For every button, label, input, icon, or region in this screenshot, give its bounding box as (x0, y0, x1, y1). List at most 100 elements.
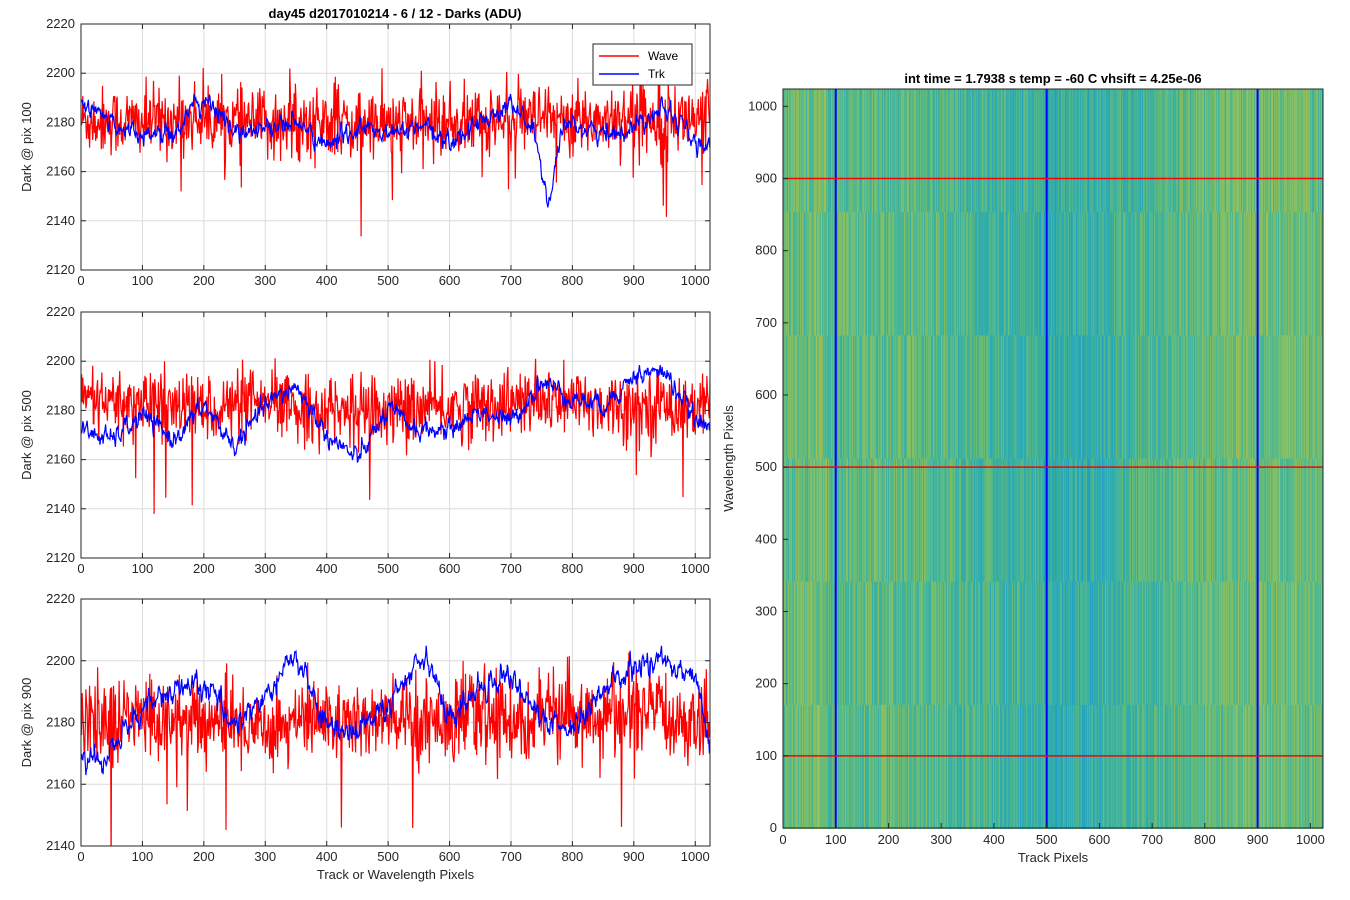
y-tick-label: 500 (755, 459, 777, 474)
heatmap-cell (1302, 458, 1304, 583)
heatmap-cell (922, 335, 924, 460)
heatmap-cell (830, 89, 832, 214)
heatmap-cell (820, 212, 822, 337)
heatmap-cell (898, 335, 900, 460)
heatmap-cell (941, 458, 943, 583)
heatmap-cell (875, 335, 877, 460)
heatmap-cell (1054, 458, 1056, 583)
heatmap-cell (1022, 212, 1024, 337)
heatmap-cell (1156, 458, 1158, 583)
heatmap-cell (957, 704, 959, 829)
heatmap-cell (828, 89, 830, 214)
heatmap-cell (1010, 581, 1012, 706)
heatmap-cell (1120, 581, 1122, 706)
heatmap-cell (1296, 89, 1298, 214)
heatmap-cell (856, 704, 858, 829)
heatmap-cell (1039, 335, 1041, 460)
heatmap-cell (1145, 335, 1147, 460)
heatmap-cell (1135, 581, 1137, 706)
heatmap-cell (1126, 458, 1128, 583)
heatmap-cell (1184, 335, 1186, 460)
heatmap-cell (1021, 212, 1023, 337)
heatmap-cell (839, 89, 841, 214)
heatmap-cell (813, 335, 815, 460)
heatmap-cell (1282, 458, 1284, 583)
heatmap-cell (1102, 581, 1104, 706)
heatmap-cell (1261, 89, 1263, 214)
heatmap-cell (857, 89, 859, 214)
heatmap-cell (1187, 212, 1189, 337)
heatmap-cell (912, 458, 914, 583)
heatmap-cell (1093, 89, 1095, 214)
heatmap-cell (851, 704, 853, 829)
heatmap-cell (1286, 581, 1288, 706)
heatmap-cell (986, 704, 988, 829)
heatmap-cell (880, 335, 882, 460)
heatmap-cell (1222, 458, 1224, 583)
heatmap-cell (968, 458, 970, 583)
heatmap-cell (1029, 581, 1031, 706)
heatmap-cell (787, 704, 789, 829)
heatmap-cell (1157, 212, 1159, 337)
heatmap-cell (1303, 704, 1305, 829)
heatmap-cell (860, 335, 862, 460)
heatmap-cell (1066, 89, 1068, 214)
heatmap-cell (838, 89, 840, 214)
heatmap-cell (1304, 89, 1306, 214)
heatmap-cell (934, 704, 936, 829)
heatmap-cell (891, 458, 893, 583)
heatmap-cell (874, 704, 876, 829)
heatmap-cell (1191, 89, 1193, 214)
heatmap-cell (918, 212, 920, 337)
heatmap-cell (934, 458, 936, 583)
heatmap-cell (852, 89, 854, 214)
heatmap-cell (1226, 335, 1228, 460)
heatmap-cell (1166, 704, 1168, 829)
heatmap-cell (1027, 704, 1029, 829)
heatmap-cell (1026, 335, 1028, 460)
heatmap-cell (900, 458, 902, 583)
heatmap-cell (940, 89, 942, 214)
heatmap-cell (1109, 704, 1111, 829)
heatmap-cell (1121, 335, 1123, 460)
heatmap-cell (784, 89, 786, 214)
heatmap-cell (877, 458, 879, 583)
heatmap-cell (934, 89, 936, 214)
heatmap-cell (888, 212, 890, 337)
y-tick-label: 600 (755, 387, 777, 402)
heatmap-cell (855, 89, 857, 214)
heatmap-cell (1245, 335, 1247, 460)
heatmap-cell (1178, 212, 1180, 337)
heatmap-cell (1056, 335, 1058, 460)
heatmap-cell (1219, 458, 1221, 583)
heatmap-cell (940, 212, 942, 337)
heatmap-cell (1306, 89, 1308, 214)
heatmap-cell (882, 458, 884, 583)
heatmap-cell (877, 212, 879, 337)
heatmap-cell (1237, 581, 1239, 706)
heatmap-cell (1298, 704, 1300, 829)
heatmap-cell (1195, 212, 1197, 337)
heatmap-cell (797, 581, 799, 706)
heatmap-cell (964, 335, 966, 460)
heatmap-cell (822, 704, 824, 829)
heatmap-cell (1284, 704, 1286, 829)
heatmap-cell (1194, 458, 1196, 583)
heatmap-cell (1255, 89, 1257, 214)
heatmap-cell (1194, 89, 1196, 214)
heatmap-cell (1001, 89, 1003, 214)
heatmap-cell (1218, 581, 1220, 706)
heatmap-cell (1312, 212, 1314, 337)
heatmap-cell (1018, 212, 1020, 337)
heatmap-cell (890, 212, 892, 337)
heatmap-cell (1000, 335, 1002, 460)
heatmap-cell (1102, 212, 1104, 337)
heatmap-cell (1223, 581, 1225, 706)
series-trk-line (81, 645, 710, 776)
heatmap-cell (1049, 212, 1051, 337)
heatmap-cell (961, 212, 963, 337)
heatmap-cell (1018, 458, 1020, 583)
heatmap-cell (1115, 212, 1117, 337)
heatmap-cell (1313, 212, 1315, 337)
x-tick-label: 500 (1036, 832, 1058, 847)
